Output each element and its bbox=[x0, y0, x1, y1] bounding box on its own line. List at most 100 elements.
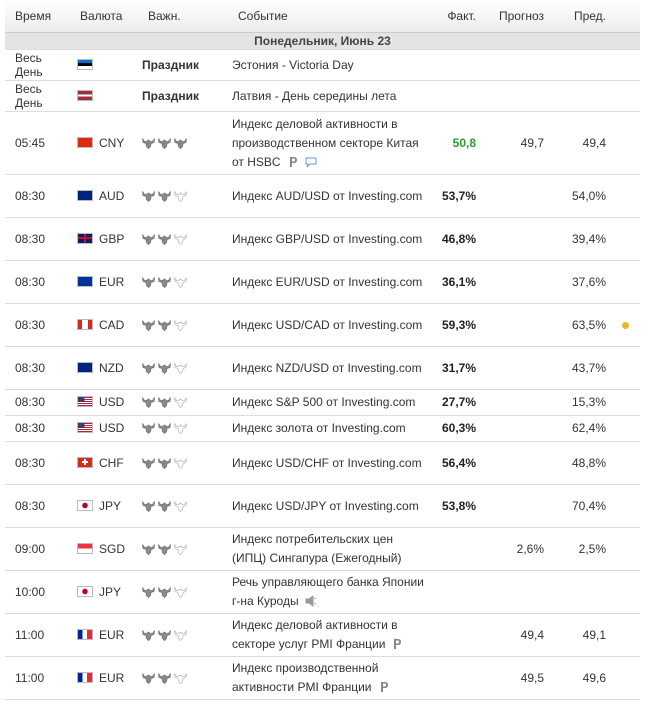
event-row: 11:00 EUR Индекс производственной активнос… bbox=[5, 656, 640, 700]
currency: NZD bbox=[70, 346, 138, 390]
currency-code: CHF bbox=[99, 455, 124, 470]
col-header: Факт. bbox=[432, 0, 480, 33]
actual: 50,8 bbox=[432, 111, 480, 175]
bull-icon bbox=[142, 363, 155, 374]
bull-shape bbox=[174, 458, 187, 469]
bull-shape bbox=[158, 363, 171, 374]
status bbox=[610, 570, 640, 614]
event: Индекс USD/CHF от Investing.com bbox=[228, 441, 432, 485]
currency bbox=[70, 80, 138, 112]
bull-shape bbox=[174, 423, 187, 435]
currency-code: EUR bbox=[99, 670, 125, 685]
flag bbox=[77, 396, 93, 407]
bull-shape bbox=[158, 458, 171, 469]
bull-icon bbox=[174, 191, 187, 202]
flag bbox=[77, 542, 93, 554]
event: Индекс производственной активности PMI Ф… bbox=[228, 656, 432, 700]
event: Индекс золота от Investing.com bbox=[228, 415, 432, 442]
col-header: Важн. bbox=[138, 0, 228, 33]
event-text: Индекс S&P 500 от Investing.com bbox=[232, 395, 416, 409]
bull-shape bbox=[142, 320, 155, 331]
event: Индекс потребительских цен (ИПЦ) Сингапу… bbox=[228, 527, 432, 571]
bull-icon bbox=[158, 234, 171, 245]
bull-icon bbox=[158, 630, 171, 641]
event: Индекс деловой активности в производстве… bbox=[228, 111, 432, 175]
event-text: Индекс потребительских цен (ИПЦ) Сингапу… bbox=[232, 532, 402, 565]
flag bbox=[77, 136, 93, 148]
bull-shape bbox=[158, 544, 171, 555]
currency-code: AUD bbox=[99, 188, 125, 203]
importance bbox=[138, 415, 228, 442]
currency: CNY bbox=[70, 111, 138, 175]
table-body: Понедельник, Июнь 23 Весь День Праздник Эс… bbox=[5, 32, 640, 700]
forecast: 49,7 bbox=[480, 111, 548, 175]
actual: 36,1% bbox=[432, 260, 480, 304]
bull-shape bbox=[174, 191, 187, 202]
event: Индекс GBP/USD от Investing.com bbox=[228, 217, 432, 261]
bull-icon bbox=[174, 501, 187, 512]
event: Индекс AUD/USD от Investing.com bbox=[228, 174, 432, 218]
flag bbox=[77, 456, 93, 468]
bull-shape bbox=[142, 234, 155, 245]
p-icon bbox=[289, 156, 297, 167]
flag bbox=[77, 232, 93, 244]
revision-dot bbox=[622, 321, 629, 329]
event: Индекс EUR/USD от Investing.com bbox=[228, 260, 432, 304]
bull-shape bbox=[174, 234, 187, 245]
event-text: Индекс производственной активности PMI Ф… bbox=[232, 661, 379, 694]
bull-icon bbox=[158, 363, 171, 374]
importance bbox=[138, 484, 228, 528]
event-row: 08:30 JPY Индекс USD/JPY от Investing.com 5… bbox=[5, 484, 640, 528]
bull-shape bbox=[158, 673, 171, 684]
col-header: Валюта bbox=[70, 0, 138, 33]
bull-shape bbox=[158, 501, 171, 512]
bull-shape bbox=[158, 234, 171, 245]
event-row: 08:30 USD Индекс золота от Investing.com 60… bbox=[5, 415, 640, 442]
bull-icon bbox=[142, 501, 155, 512]
p-icon bbox=[380, 682, 388, 692]
event: Индекс S&P 500 от Investing.com bbox=[228, 389, 432, 416]
status bbox=[610, 80, 640, 112]
previous: 2,5% bbox=[548, 527, 610, 571]
flag bbox=[77, 499, 93, 511]
speaker-glyph bbox=[305, 595, 316, 607]
bull-shape bbox=[142, 458, 155, 469]
bull-icon bbox=[174, 138, 187, 149]
currency-code: GBP bbox=[99, 231, 125, 246]
bull-icon bbox=[142, 320, 155, 331]
event-text: Эстония - Victoria Day bbox=[232, 57, 354, 72]
actual bbox=[432, 613, 480, 657]
bull-icon bbox=[174, 544, 187, 555]
currency: GBP bbox=[70, 217, 138, 261]
col-header: Пред. bbox=[548, 0, 610, 33]
status bbox=[610, 260, 640, 304]
importance bbox=[138, 527, 228, 571]
forecast bbox=[480, 346, 548, 390]
flag bbox=[77, 89, 93, 101]
event-text: Индекс USD/CHF от Investing.com bbox=[232, 455, 422, 470]
event-row: 09:00 SGD Индекс потребительских цен (ИПЦ)… bbox=[5, 527, 640, 571]
time: 08:30 bbox=[5, 415, 70, 442]
bull-icon bbox=[158, 423, 171, 435]
importance bbox=[138, 174, 228, 218]
importance bbox=[138, 656, 228, 700]
actual: 31,7% bbox=[432, 346, 480, 390]
bull-icon bbox=[142, 673, 155, 684]
importance bbox=[138, 260, 228, 304]
p-glyph bbox=[289, 156, 297, 167]
actual bbox=[432, 570, 480, 614]
bull-icon bbox=[142, 458, 155, 469]
bull-shape bbox=[142, 138, 155, 149]
event-text: Латвия - День середины лета bbox=[232, 88, 397, 103]
time: 09:00 bbox=[5, 527, 70, 571]
currency-code: CNY bbox=[99, 135, 125, 150]
forecast bbox=[480, 415, 548, 442]
time: 08:30 bbox=[5, 217, 70, 261]
comment-icon bbox=[305, 157, 317, 167]
actual bbox=[432, 80, 480, 112]
event-text: Индекс золота от Investing.com bbox=[232, 421, 406, 435]
bull-shape bbox=[174, 397, 187, 409]
bull-icon bbox=[174, 397, 187, 409]
flag bbox=[77, 189, 93, 201]
